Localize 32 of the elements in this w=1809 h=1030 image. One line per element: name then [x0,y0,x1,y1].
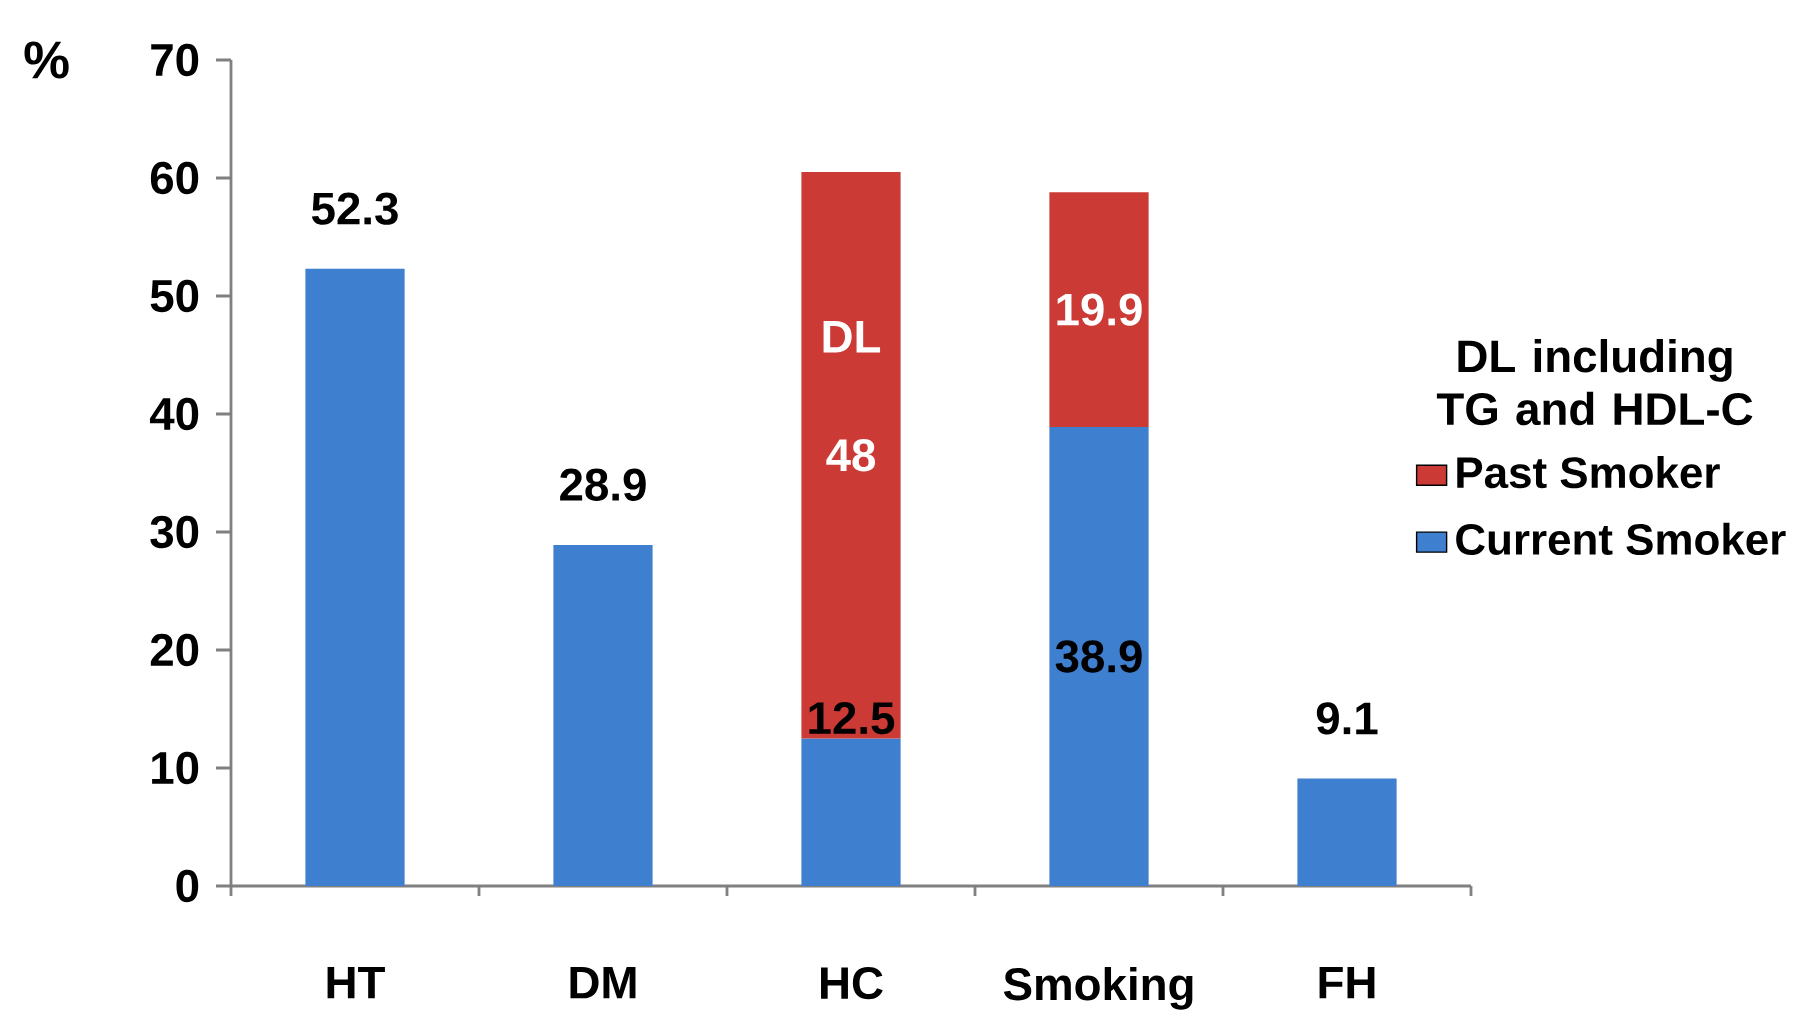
data-label: 12.5 [809,701,895,735]
data-label: 28.9 [560,468,646,501]
y-tick-label: 30 [150,515,199,549]
y-tick-label: 40 [149,397,199,431]
data-label: 52.3 [311,192,398,225]
legend-label: Current Smoker [1456,522,1786,556]
x-tick-label: FH [1319,966,1375,999]
x-tick-label: HC [821,966,883,1000]
bar [1297,778,1397,887]
bar [553,544,653,887]
bar [1049,192,1149,427]
bar [801,172,901,739]
y-tick-label: 20 [150,633,199,667]
bar [1049,426,1149,887]
x-tick-label: DM [570,966,636,999]
annotation: DL [823,321,881,353]
data-label: 48 [826,439,876,472]
y-tick-label: 50 [150,279,199,313]
legend-label: Past Smoker [1457,455,1720,489]
x-tick-label: Smoking [1003,966,1193,1010]
data-label: 19.9 [1057,293,1142,326]
y-tick-label: 0 [176,869,199,903]
bar [801,738,901,887]
y-axis-title: % [24,41,69,79]
y-tick-label: 70 [151,43,199,77]
data-label: 38.9 [1055,640,1142,673]
y-tick-label: 10 [152,751,199,785]
x-tick-label: HT [327,966,385,999]
y-tick-label: 60 [150,161,199,195]
bar [305,268,405,887]
data-label: 9.1 [1316,702,1378,735]
legend-title: DL including TG and HDL-C [1436,338,1753,426]
